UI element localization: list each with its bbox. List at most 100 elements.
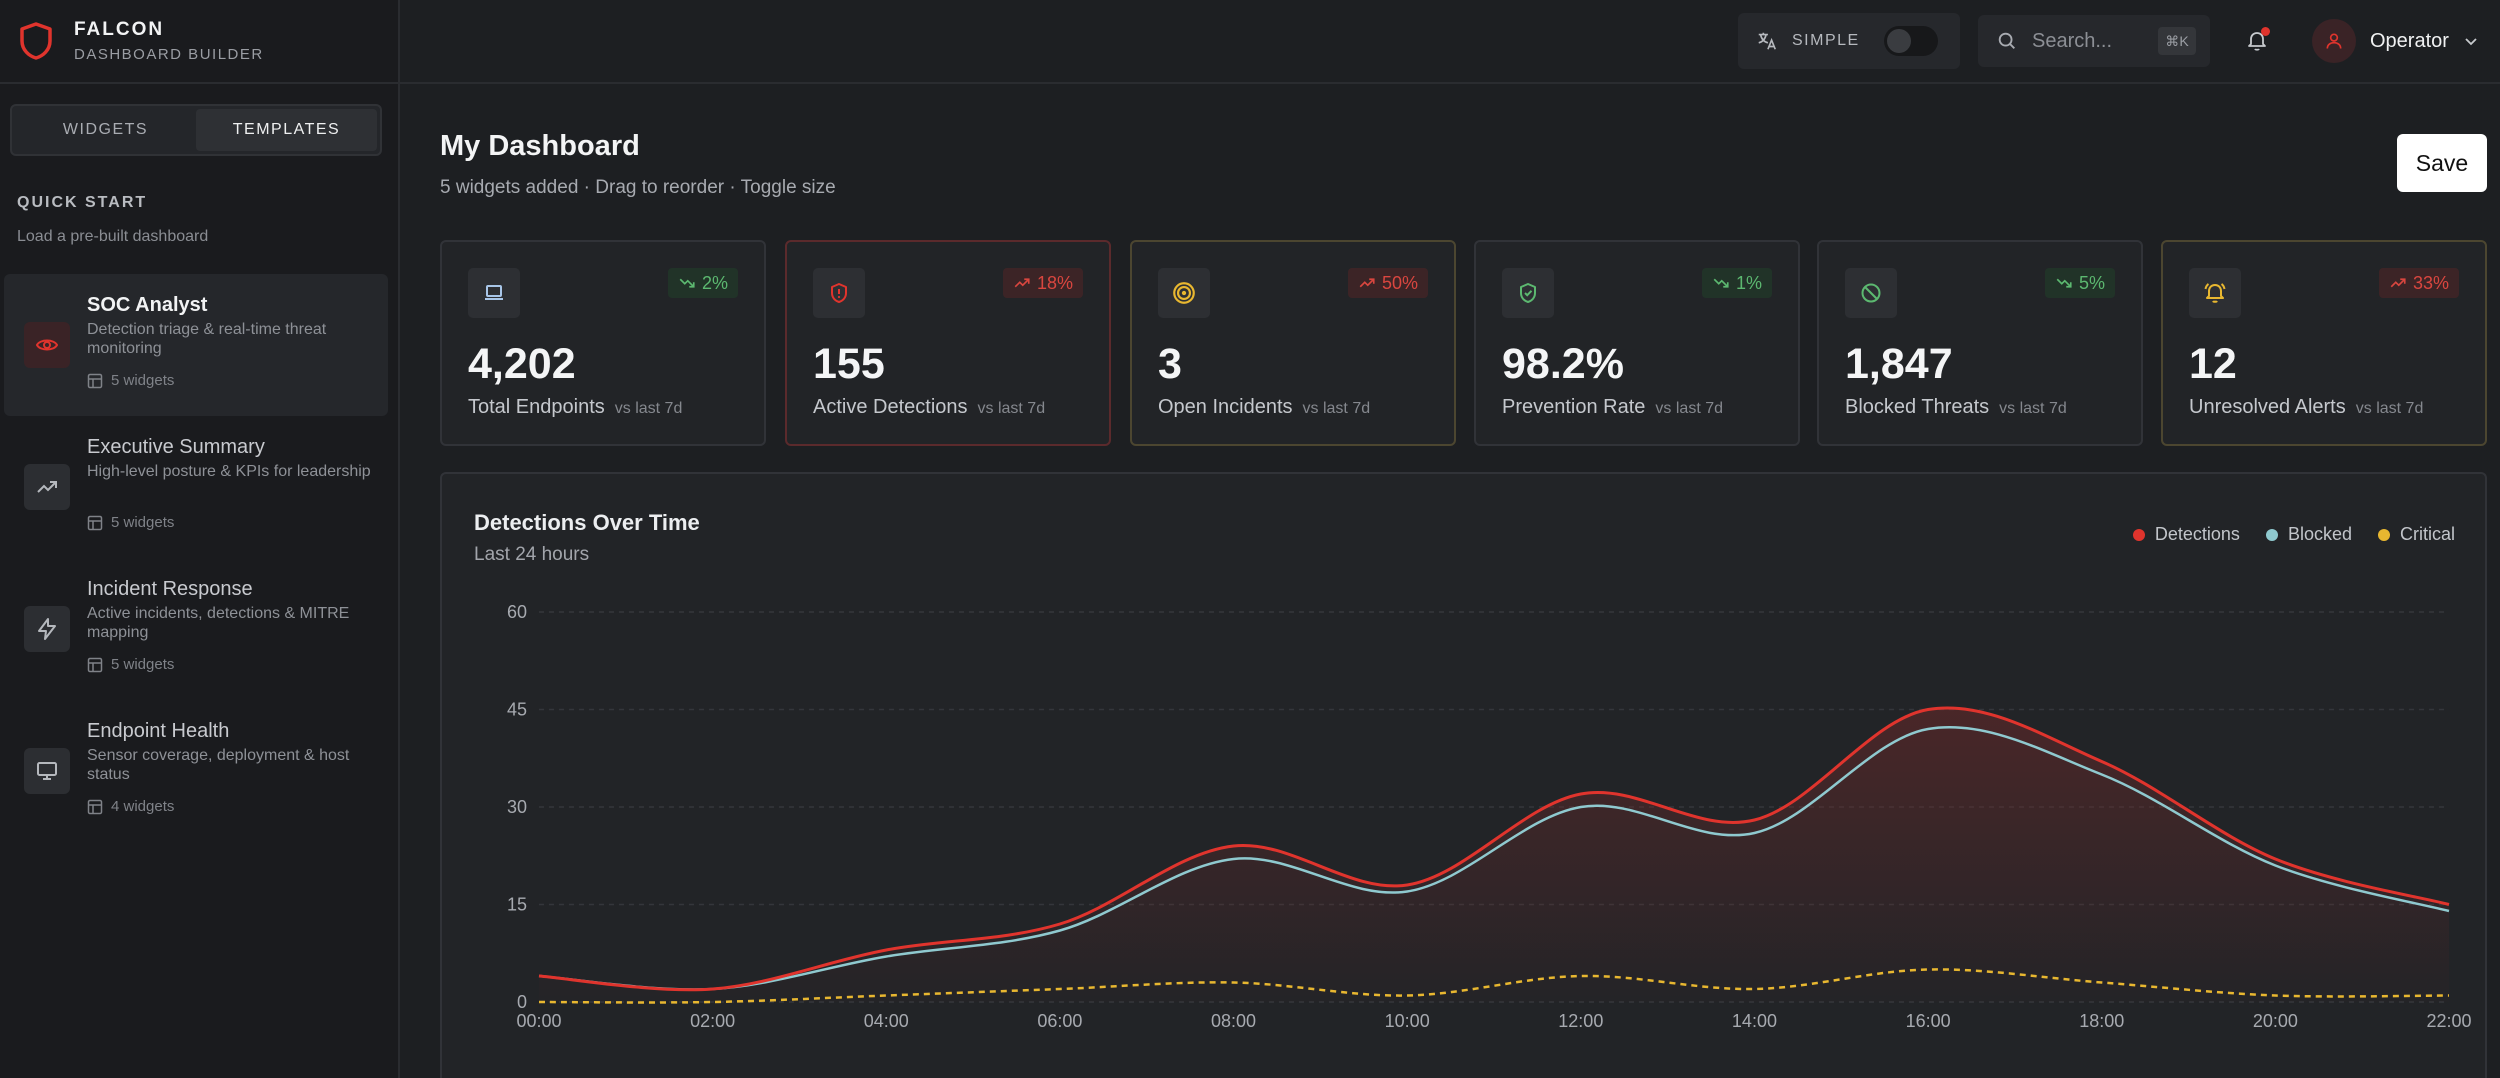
brand-subtitle: DASHBOARD BUILDER — [74, 46, 264, 63]
x-tick-label: 14:00 — [1732, 1011, 1777, 1031]
shield-alert-icon — [813, 268, 865, 318]
detections-area — [539, 707, 2449, 1002]
trending-down-icon — [679, 278, 695, 288]
avatar — [2312, 19, 2356, 63]
bell-icon — [2248, 32, 2266, 51]
x-tick-label: 16:00 — [1906, 1011, 1951, 1031]
simple-mode-label: SIMPLE — [1792, 32, 1860, 49]
stat-compare: vs last 7d — [1999, 400, 2067, 417]
stat-value: 4,202 — [468, 340, 576, 388]
change-badge: 50% — [1347, 268, 1428, 298]
shield-logo-icon — [20, 22, 52, 60]
change-badge: 1% — [1701, 268, 1772, 298]
template-desc: Sensor coverage, deployment & host statu… — [87, 747, 350, 783]
change-badge: 18% — [1002, 268, 1083, 298]
trending-up-icon — [1014, 278, 1030, 288]
stat-card-blocked-threats[interactable]: 5% 1,847 Blocked Threats vs last 7d — [1817, 240, 2143, 446]
tab-widgets[interactable]: WIDGETS — [62, 121, 149, 138]
template-endpoint-health[interactable]: Endpoint Health Sensor coverage, deploym… — [4, 700, 388, 842]
stat-label-row: Unresolved Alerts vs last 7d — [2189, 396, 2423, 419]
stat-label: Blocked Threats — [1845, 396, 1990, 418]
layout-icon — [87, 657, 103, 672]
stat-label: Open Incidents — [1158, 396, 1293, 418]
brand[interactable]: FALCON DASHBOARD BUILDER — [0, 0, 398, 84]
search-input[interactable]: Search... — [2032, 29, 2113, 52]
stat-value: 12 — [2189, 340, 2237, 388]
legend-item-detections[interactable]: Detections — [2132, 524, 2240, 545]
change-badge: 33% — [2378, 268, 2459, 298]
template-count: 5 widgets — [87, 372, 174, 389]
quick-start-title: QUICK START — [17, 194, 148, 211]
ban-icon — [1845, 268, 1897, 318]
chart-legend: Detections Blocked Critical — [2132, 524, 2455, 545]
template-count-text: 5 widgets — [111, 656, 175, 673]
notifications-button[interactable] — [2240, 24, 2274, 58]
monitor-icon — [24, 748, 70, 794]
layout-icon — [87, 373, 103, 388]
stat-value: 155 — [813, 340, 885, 388]
stat-value: 3 — [1158, 340, 1182, 388]
x-tick-label: 02:00 — [690, 1011, 735, 1031]
y-tick-label: 45 — [507, 700, 527, 720]
change-value: 2% — [701, 272, 728, 293]
chart-title: Detections Over Time — [474, 510, 700, 535]
simple-mode-toggle[interactable]: SIMPLE — [1738, 13, 1960, 69]
change-value: 1% — [1735, 272, 1762, 293]
legend-dot — [2132, 528, 2145, 541]
chevron-down-icon — [2465, 38, 2477, 46]
stat-compare: vs last 7d — [1655, 400, 1724, 417]
stat-card-total-endpoints[interactable]: 2% 4,202 Total Endpoints vs last 7d — [440, 240, 766, 446]
stat-compare: vs last 7d — [2355, 400, 2424, 417]
layout-icon — [87, 515, 103, 530]
stat-label: Total Endpoints — [468, 396, 605, 418]
template-count-text: 5 widgets — [111, 372, 175, 389]
switch-knob — [1886, 29, 1911, 53]
eye-icon — [24, 322, 70, 368]
x-tick-label: 12:00 — [1558, 1011, 1603, 1031]
trending-up-icon — [24, 464, 70, 510]
change-value: 50% — [1381, 272, 1418, 293]
legend-item-blocked[interactable]: Blocked — [2265, 524, 2352, 545]
stat-label-row: Total Endpoints vs last 7d — [468, 396, 682, 419]
notification-dot — [2261, 27, 2270, 36]
stat-card-open-incidents[interactable]: 50% 3 Open Incidents vs last 7d — [1130, 240, 1456, 446]
template-executive-summary[interactable]: Executive Summary High-level posture & K… — [4, 416, 388, 558]
stat-card-unresolved-alerts[interactable]: 33% 12 Unresolved Alerts vs last 7d — [2161, 240, 2487, 446]
mode-switch[interactable] — [1883, 26, 1938, 56]
stat-value: 98.2% — [1502, 340, 1624, 388]
trending-up-icon — [2390, 278, 2406, 288]
tab-templates[interactable]: TEMPLATES — [196, 109, 377, 151]
template-soc-analyst[interactable]: SOC Analyst Detection triage & real-time… — [4, 274, 388, 416]
trending-down-icon — [2056, 278, 2072, 288]
sidebar-tabs: WIDGETS TEMPLATES — [10, 104, 382, 156]
stat-compare: vs last 7d — [614, 400, 683, 417]
template-name: SOC Analyst — [87, 294, 208, 316]
stat-label-row: Blocked Threats vs last 7d — [1845, 396, 2067, 419]
chart-subtitle: Last 24 hours — [474, 544, 590, 565]
stat-value: 1,847 — [1845, 340, 1953, 388]
change-value: 33% — [2412, 272, 2449, 293]
template-incident-response[interactable]: Incident Response Active incidents, dete… — [4, 558, 388, 700]
template-desc: Detection triage & real-time threat moni… — [87, 321, 327, 357]
stat-card-active-detections[interactable]: 18% 155 Active Detections vs last 7d — [785, 240, 1111, 446]
legend-dot — [2265, 528, 2278, 541]
template-desc: High-level posture & KPIs for leadership — [87, 463, 371, 480]
stat-card-prevention-rate[interactable]: 1% 98.2% Prevention Rate vs last 7d — [1474, 240, 1800, 446]
legend-label: Critical — [2399, 524, 2455, 544]
stat-label: Prevention Rate — [1502, 396, 1646, 418]
x-tick-label: 06:00 — [1037, 1011, 1082, 1031]
stat-compare: vs last 7d — [977, 400, 1046, 417]
shield-check-icon — [1502, 268, 1554, 318]
detections-chart-card[interactable]: 0 15 30 45 60 00:00 02:00 04:00 06:00 08:00 10:00 1… — [440, 472, 2487, 1078]
template-desc: Active incidents, detections & MITRE map… — [87, 605, 350, 641]
legend-item-critical[interactable]: Critical — [2377, 524, 2455, 545]
layout-icon — [87, 799, 103, 814]
change-badge: 5% — [2044, 268, 2115, 298]
user-menu[interactable]: Operator — [2312, 19, 2479, 63]
critical-line — [538, 968, 2450, 1004]
laptop-icon — [468, 268, 520, 318]
x-tick-label: 08:00 — [1211, 1011, 1256, 1031]
search-box[interactable]: Search... ⌘K — [1978, 15, 2210, 67]
save-button[interactable]: Save — [2397, 134, 2487, 192]
page-subtitle: 5 widgets added · Drag to reorder · Togg… — [440, 177, 836, 198]
